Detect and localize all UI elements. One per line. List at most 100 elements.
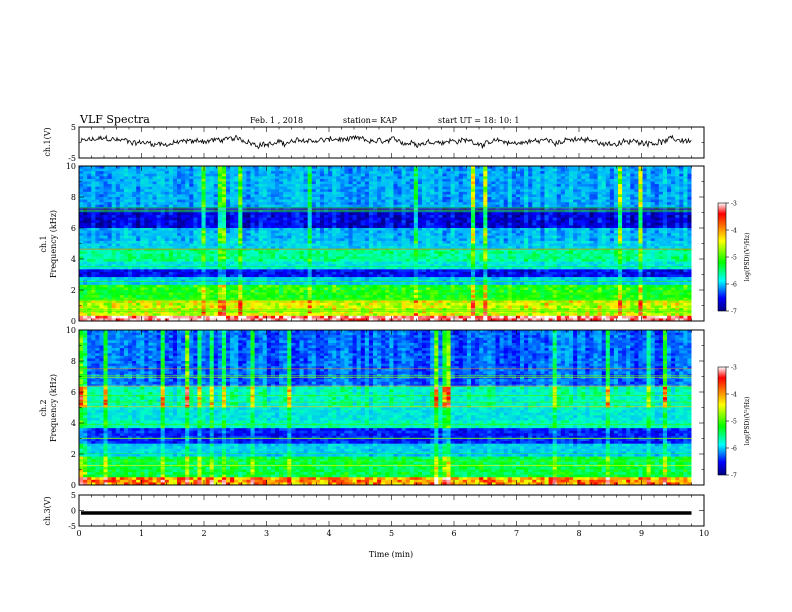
spectrogram-cell <box>564 230 570 234</box>
spectrogram-cell <box>585 228 590 231</box>
spectrogram-cell <box>654 220 660 224</box>
spectrogram-cell <box>434 235 439 239</box>
spectrogram-cell <box>605 189 611 193</box>
spectrogram-cell <box>189 171 194 175</box>
spectrogram-cell <box>287 215 292 219</box>
spectrogram-cell <box>107 215 113 219</box>
spectrogram-cell <box>422 181 427 185</box>
spectrogram-cell <box>189 181 194 185</box>
spectrogram-cell <box>515 212 521 216</box>
spectrogram-cell <box>422 238 427 242</box>
spectrogram-cell <box>556 168 562 172</box>
spectrogram-cell <box>605 197 611 200</box>
spectrogram-cell <box>336 173 341 177</box>
spectrogram-cell <box>503 186 509 190</box>
spectrogram-cell <box>266 189 272 193</box>
spectrogram-cell <box>462 166 468 169</box>
spectrogram-cell <box>213 248 219 252</box>
spectrogram-cell <box>336 191 341 195</box>
spectrogram-cell <box>540 246 545 250</box>
spectrogram-cell <box>667 246 672 250</box>
spectrogram-cell <box>148 209 153 213</box>
spectrogram-cell <box>242 217 247 221</box>
spectrogram-cell <box>262 181 268 185</box>
spectrogram-cell <box>605 168 611 172</box>
spectrogram-cell <box>524 225 529 229</box>
spectrogram-cell <box>79 212 84 216</box>
spectrogram-cell <box>642 166 647 169</box>
spectrogram-cell <box>662 199 668 203</box>
spectrogram-cell <box>258 199 264 203</box>
spectrogram-cell <box>238 168 243 172</box>
spectrogram-cell <box>458 186 464 190</box>
spectrogram-cell <box>426 212 431 216</box>
spectrogram-cell <box>324 240 329 244</box>
spectrogram-cell <box>515 171 521 175</box>
spectrogram-cell <box>585 199 590 203</box>
spectrogram-cell <box>462 176 468 180</box>
spectrogram-cell <box>393 209 398 213</box>
spectrogram-cell <box>230 184 235 188</box>
spectrogram-cell <box>471 212 476 216</box>
spectrogram-cell <box>593 230 598 234</box>
spectrogram-cell <box>646 212 652 216</box>
spectrogram-cell <box>487 246 492 250</box>
spectrogram-cell <box>601 220 607 224</box>
spectrogram-cell <box>422 191 427 195</box>
spectrogram-cell <box>458 235 464 239</box>
spectrogram-cell <box>662 186 668 190</box>
spectrogram-cell <box>630 176 635 180</box>
spectrogram-cell <box>258 186 264 190</box>
spectrogram-cell <box>687 194 692 198</box>
spectrogram-cell <box>520 197 525 200</box>
spectrogram-cell <box>675 240 680 244</box>
station-label: station= KAP <box>343 116 398 125</box>
spectrogram-cell <box>499 217 505 221</box>
spectrogram-cell <box>646 235 652 239</box>
spectrogram-cell <box>299 184 304 188</box>
spectrogram-cell <box>205 176 211 180</box>
spectrogram-cell <box>630 191 635 195</box>
spectrogram-cell <box>352 173 358 177</box>
spectrogram-cell <box>650 233 656 237</box>
spectrogram-cell <box>581 166 586 169</box>
spectrogram-cell <box>79 238 84 242</box>
spectrogram-cell <box>560 235 566 239</box>
spectrogram-cell <box>393 238 398 242</box>
spectrogram-cell <box>177 186 182 190</box>
spectrogram-cell <box>83 217 88 221</box>
spectrogram-cell <box>532 178 537 182</box>
spectrogram-cell <box>299 189 304 193</box>
spectrogram-cell <box>442 230 447 234</box>
spectrogram-cell <box>99 184 104 188</box>
spectrogram-cell <box>438 186 443 190</box>
spectrogram-cell <box>168 178 174 182</box>
spectrogram-cell <box>667 194 672 198</box>
spectrogram-cell <box>438 166 443 169</box>
spectrogram-cell <box>319 191 325 195</box>
spectrogram-cell <box>87 220 92 224</box>
spectrogram-cell <box>238 197 243 200</box>
spectrogram-cell <box>103 173 108 177</box>
spectrogram-cell <box>168 202 174 206</box>
spectrogram-cell <box>462 240 468 244</box>
spectrogram-cell <box>168 246 174 250</box>
spectrogram-cell <box>564 171 570 175</box>
spectrogram-cell <box>262 233 268 237</box>
spectrogram-cell <box>487 194 492 198</box>
spectrogram-cell <box>172 173 178 177</box>
spectrogram-cell <box>132 204 137 208</box>
spectrogram-cell <box>226 166 231 169</box>
spectrogram-cell <box>654 171 660 175</box>
spectrogram-cell <box>99 215 104 219</box>
spectrogram-cell <box>177 176 182 180</box>
spectrogram-cell <box>172 184 178 188</box>
spectrogram-cell <box>123 228 129 231</box>
spectrogram-cell <box>205 184 211 188</box>
spectrogram-cell <box>364 248 370 252</box>
spectrogram-cell <box>156 222 162 226</box>
spectrogram-cell <box>466 246 472 250</box>
spectrogram-cell <box>393 197 398 200</box>
spectrogram-cell <box>168 240 174 244</box>
spectrogram-cell <box>181 217 186 221</box>
